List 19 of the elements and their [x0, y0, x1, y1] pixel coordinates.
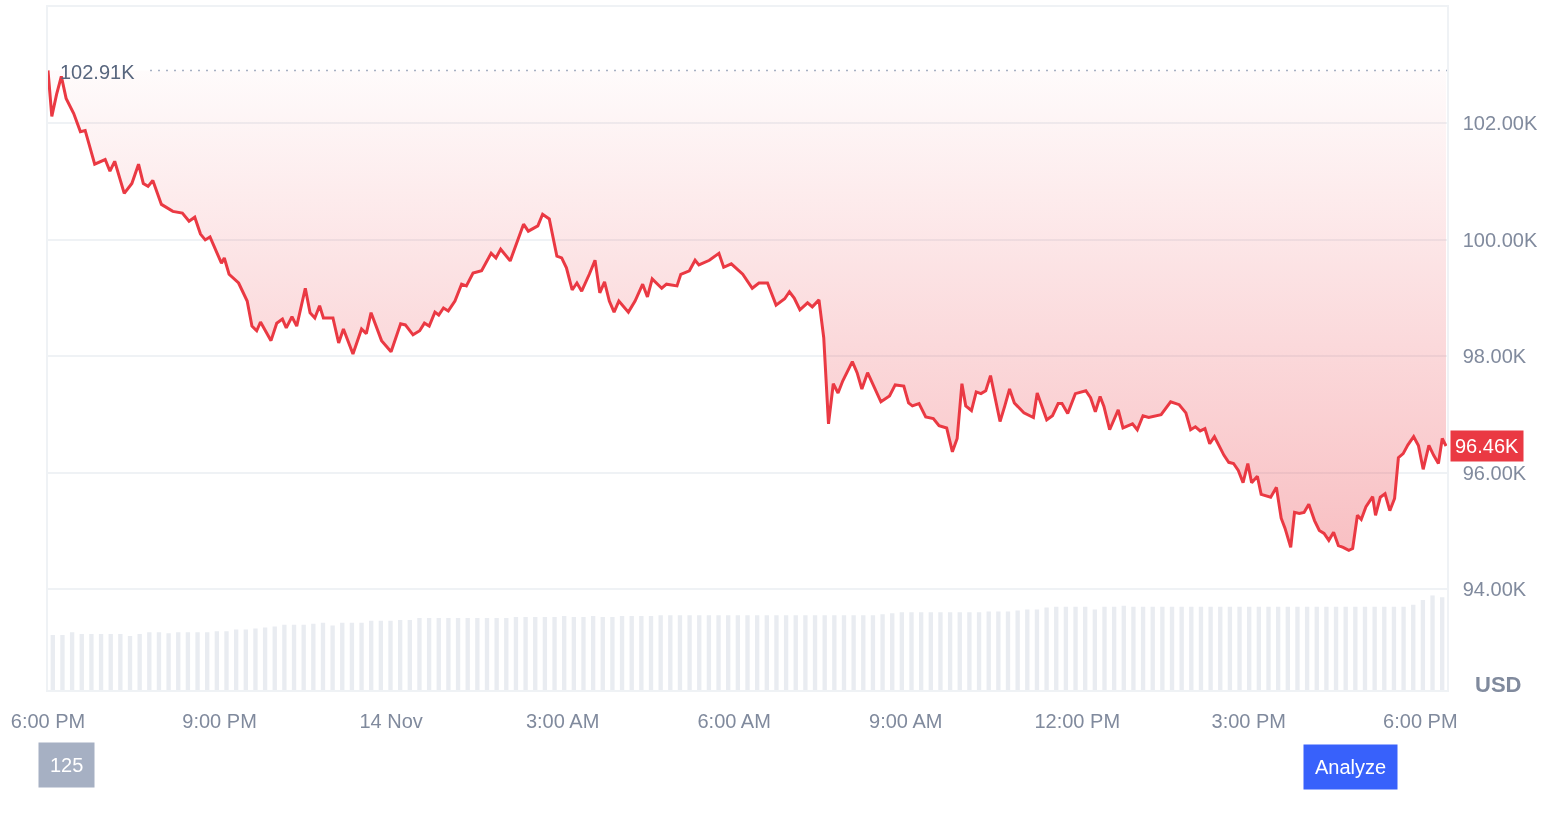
x-tick-label: 14 Nov [359, 709, 423, 732]
y-tick-label: 100.00K [1462, 228, 1538, 251]
x-tick-label: 3:00 PM [1211, 709, 1287, 732]
text: Analyze [1315, 756, 1387, 778]
annotation: 96.46K [1455, 435, 1520, 457]
x-tick-label: 12:00 PM [1034, 709, 1121, 732]
y-tick-label: 96.00K [1462, 461, 1527, 484]
y-tick-label: 102.00K [1462, 112, 1538, 135]
y-tick-label: 94.00K [1462, 578, 1527, 601]
text: 125 [50, 754, 84, 776]
y-tick-label: 98.00K [1462, 345, 1527, 368]
ref-line-label: 102.91K [60, 61, 136, 83]
x-tick-label: 6:00 PM [10, 709, 86, 732]
y-axis-title: USD [1475, 672, 1522, 697]
x-tick-label: 3:00 AM [525, 709, 600, 732]
x-tick-label: 9:00 AM [869, 709, 943, 732]
x-tick-label: 6:00 AM [697, 709, 771, 732]
x-tick-label: 6:00 PM [1383, 709, 1458, 732]
x-tick-label: 9:00 PM [182, 709, 257, 732]
